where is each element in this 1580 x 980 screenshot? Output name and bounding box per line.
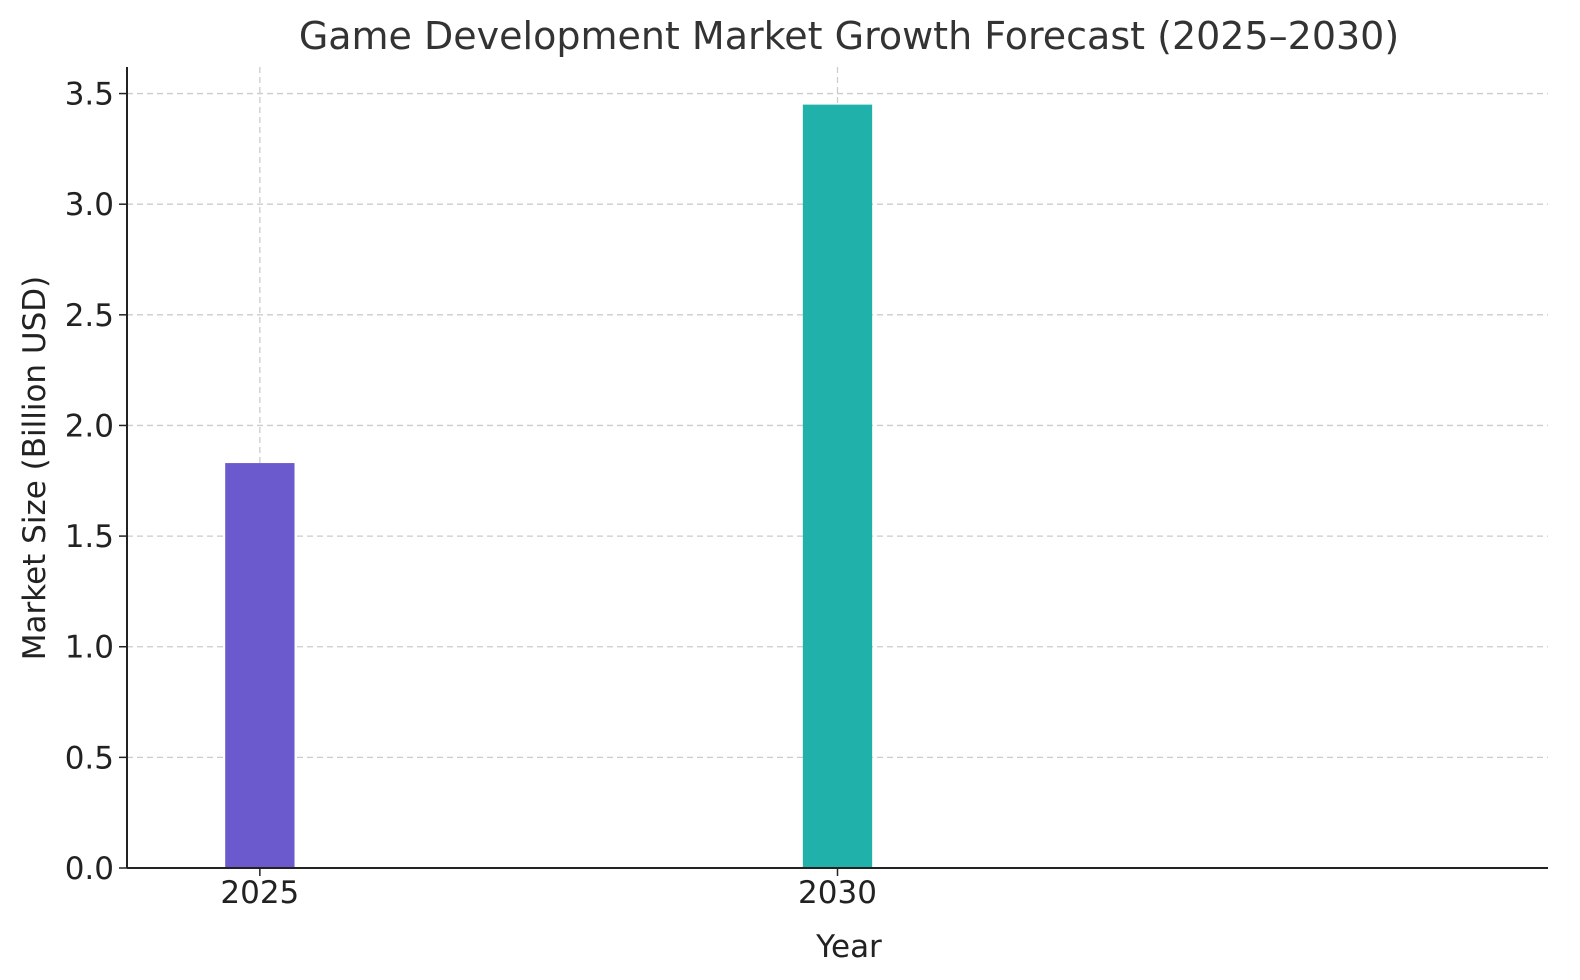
- x-tick-label: 2030: [798, 875, 877, 911]
- bar-2030: [802, 104, 873, 868]
- y-tick-label: 2.0: [65, 408, 114, 444]
- y-tick-label: 2.5: [65, 298, 114, 334]
- y-tick-label: 1.0: [65, 630, 114, 666]
- chart-title: Game Development Market Growth Forecast …: [299, 14, 1399, 58]
- y-tick-label: 0.5: [65, 740, 114, 776]
- y-tick-label: 3.0: [65, 187, 114, 223]
- x-tick-label: 2025: [220, 875, 299, 911]
- tick-layer: 0.0 0.5 1.0 1.5 2.0 2.5 3.0 3.5 2025 2030: [65, 77, 877, 911]
- y-tick-label: 1.5: [65, 519, 114, 555]
- y-tick-label: 0.0: [65, 851, 114, 887]
- y-axis-label: Market Size (Billion USD): [17, 276, 53, 661]
- x-axis-label: Year: [815, 929, 882, 965]
- bar-layer: [225, 104, 873, 868]
- bar-2025: [225, 463, 295, 868]
- y-tick-label: 3.5: [65, 77, 114, 113]
